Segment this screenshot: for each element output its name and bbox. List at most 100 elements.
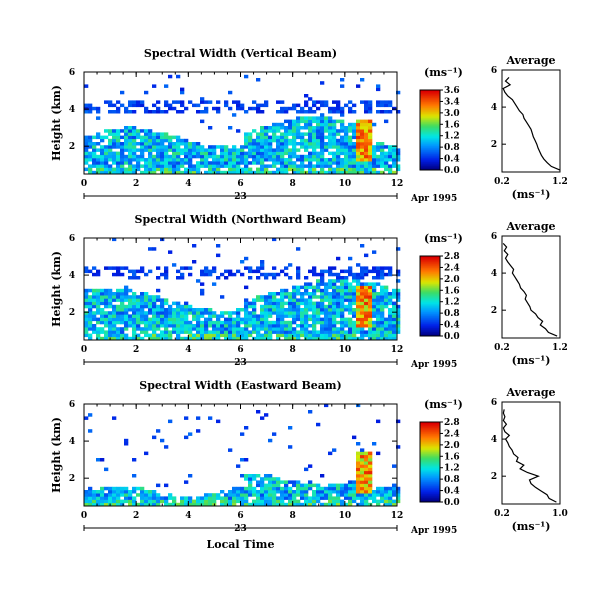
- heatmap-cell: [320, 298, 325, 302]
- heatmap-cell: [168, 333, 173, 338]
- heatmap-cell: [172, 499, 177, 504]
- heatmap-cell: [100, 320, 105, 325]
- heatmap-cell: [264, 142, 269, 146]
- heatmap-cell: [120, 161, 125, 165]
- colorbar-segment: [420, 90, 440, 93]
- heatmap-cell: [296, 122, 301, 127]
- heatmap-cell: [256, 314, 261, 318]
- heatmap-cell: [124, 138, 129, 143]
- heatmap-cell: [336, 164, 341, 168]
- heatmap-cell: [372, 493, 377, 497]
- heatmap-cell: [252, 154, 257, 159]
- heatmap-cell: [208, 100, 213, 104]
- heatmap-cell: [380, 308, 385, 312]
- heatmap-cell: [160, 320, 165, 325]
- heatmap-cell: [228, 314, 233, 318]
- colorbar-segment: [420, 114, 440, 117]
- heatmap-cell: [112, 161, 117, 165]
- heatmap-cell: [260, 148, 265, 152]
- heatmap-cell: [132, 170, 137, 175]
- heatmap-cell: [372, 151, 377, 156]
- heatmap-cell: [228, 448, 233, 452]
- heatmap-cell: [232, 151, 237, 156]
- heatmap-cell: [100, 317, 105, 322]
- heatmap-cell: [372, 167, 377, 172]
- heatmap-cell: [276, 480, 281, 484]
- heatmap-cell: [232, 317, 237, 322]
- heatmap-cell: [328, 161, 333, 165]
- heatmap-cell: [284, 295, 289, 299]
- heatmap-cell: [188, 496, 193, 500]
- heatmap-cell: [272, 432, 277, 436]
- heatmap-cell: [256, 502, 261, 507]
- heatmap-cell: [188, 320, 193, 325]
- colorbar-segment: [420, 430, 440, 433]
- heatmap-cell: [256, 327, 261, 331]
- heatmap-cell: [384, 486, 389, 491]
- heatmap-cell: [356, 263, 361, 267]
- heatmap-cell: [156, 167, 161, 172]
- heatmap-cell: [208, 145, 213, 149]
- heatmap-cell: [84, 324, 89, 328]
- heatmap-cell: [176, 148, 181, 152]
- heatmap-cell: [384, 151, 389, 156]
- heatmap-cell: [116, 151, 121, 156]
- heatmap-cell: [144, 90, 149, 95]
- heatmap-cell: [112, 132, 117, 136]
- heatmap-cell: [352, 311, 357, 315]
- heatmap-cell: [336, 502, 341, 507]
- colorbar-segment: [420, 154, 440, 157]
- heatmap-cell: [196, 164, 201, 168]
- heatmap-cell: [264, 100, 269, 104]
- heatmap-cell: [352, 272, 357, 277]
- heatmap-cell: [244, 486, 249, 491]
- heatmap-cell: [356, 317, 361, 322]
- heatmap-cell: [272, 490, 277, 494]
- heatmap-cell: [204, 154, 209, 159]
- heatmap-cell: [92, 106, 97, 111]
- heatmap-cell: [304, 276, 309, 280]
- heatmap-cell: [156, 164, 161, 168]
- colorbar-segment: [420, 300, 440, 303]
- heatmap-cell: [84, 292, 89, 296]
- heatmap-cell: [96, 132, 101, 136]
- heatmap-cell: [328, 151, 333, 156]
- heatmap-cell: [356, 154, 361, 159]
- heatmap-cell: [388, 298, 393, 302]
- heatmap-cell: [324, 170, 329, 175]
- heatmap-cell: [320, 496, 325, 500]
- heatmap-cell: [224, 320, 229, 325]
- heatmap-cell: [348, 336, 353, 341]
- heatmap-cell: [272, 496, 277, 500]
- heatmap-cell: [388, 336, 393, 341]
- heatmap-cell: [264, 276, 269, 280]
- heatmap-cell: [360, 486, 365, 491]
- heatmap-cell: [160, 438, 165, 443]
- heatmap-cell: [200, 327, 205, 331]
- heatmap-cell: [344, 285, 349, 290]
- heatmap-cell: [348, 292, 353, 296]
- heatmap-cell: [236, 148, 241, 152]
- heatmap-cell: [132, 502, 137, 507]
- heatmap-cell: [84, 295, 89, 299]
- heatmap-cell: [368, 129, 373, 133]
- heatmap-cell: [360, 499, 365, 504]
- heatmap-cell: [268, 138, 273, 143]
- heatmap-cell: [264, 158, 269, 162]
- heatmap-cell: [332, 324, 337, 328]
- heatmap-cell: [132, 490, 137, 494]
- heatmap-cell: [212, 493, 217, 497]
- heatmap-cell: [148, 304, 153, 309]
- heatmap-cell: [312, 138, 317, 143]
- colorbar-tick-label: 0.0: [444, 498, 460, 508]
- heatmap-cell: [300, 154, 305, 159]
- heatmap-cell: [308, 269, 313, 274]
- heatmap-cell: [228, 161, 233, 165]
- heatmap-cell: [332, 311, 337, 315]
- heatmap-cell: [108, 288, 113, 293]
- heatmap-cell: [268, 502, 273, 507]
- heatmap-cell: [280, 496, 285, 500]
- heatmap-cell: [336, 483, 341, 488]
- avg-y-tick-label: 2: [491, 472, 497, 482]
- heatmap-cell: [352, 167, 357, 172]
